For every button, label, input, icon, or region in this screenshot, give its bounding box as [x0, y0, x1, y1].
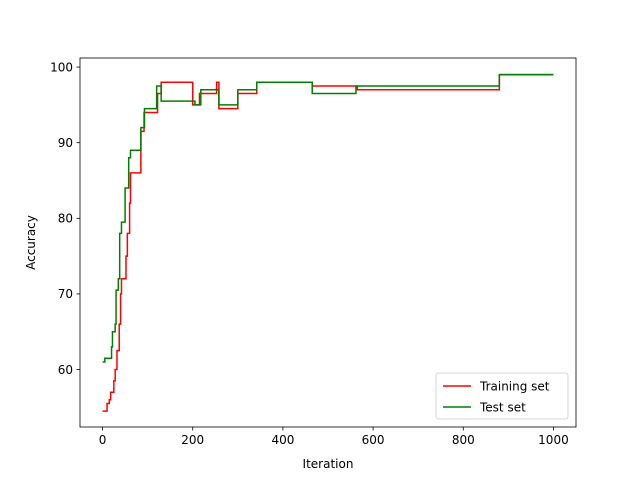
x-tick-label: 800	[452, 433, 475, 447]
x-tick-label: 1000	[538, 433, 569, 447]
x-tick-label: 400	[271, 433, 294, 447]
series-line-1	[102, 73, 554, 412]
series-line-2	[102, 73, 554, 363]
plot-lines	[102, 73, 554, 412]
x-tick-label: 0	[99, 433, 107, 447]
y-axis: 60 70 80 90 100	[50, 60, 80, 377]
y-tick-label: 100	[50, 60, 73, 74]
x-axis: 0 200 400 600 800 1000	[99, 427, 569, 447]
plot-frame	[79, 57, 577, 428]
y-axis-label: Accuracy	[24, 215, 38, 270]
y-tick-label: 80	[58, 212, 73, 226]
y-tick-label: 90	[58, 136, 73, 150]
y-tick-label: 70	[58, 287, 73, 301]
x-tick-label: 600	[362, 433, 385, 447]
legend-entry-1: Training set	[479, 379, 550, 393]
legend-entry-2: Test set	[479, 400, 526, 414]
x-axis-label: Iteration	[303, 457, 354, 471]
y-tick-label: 60	[58, 363, 73, 377]
legend: Training set Test set	[435, 372, 569, 420]
x-tick-label: 200	[181, 433, 204, 447]
